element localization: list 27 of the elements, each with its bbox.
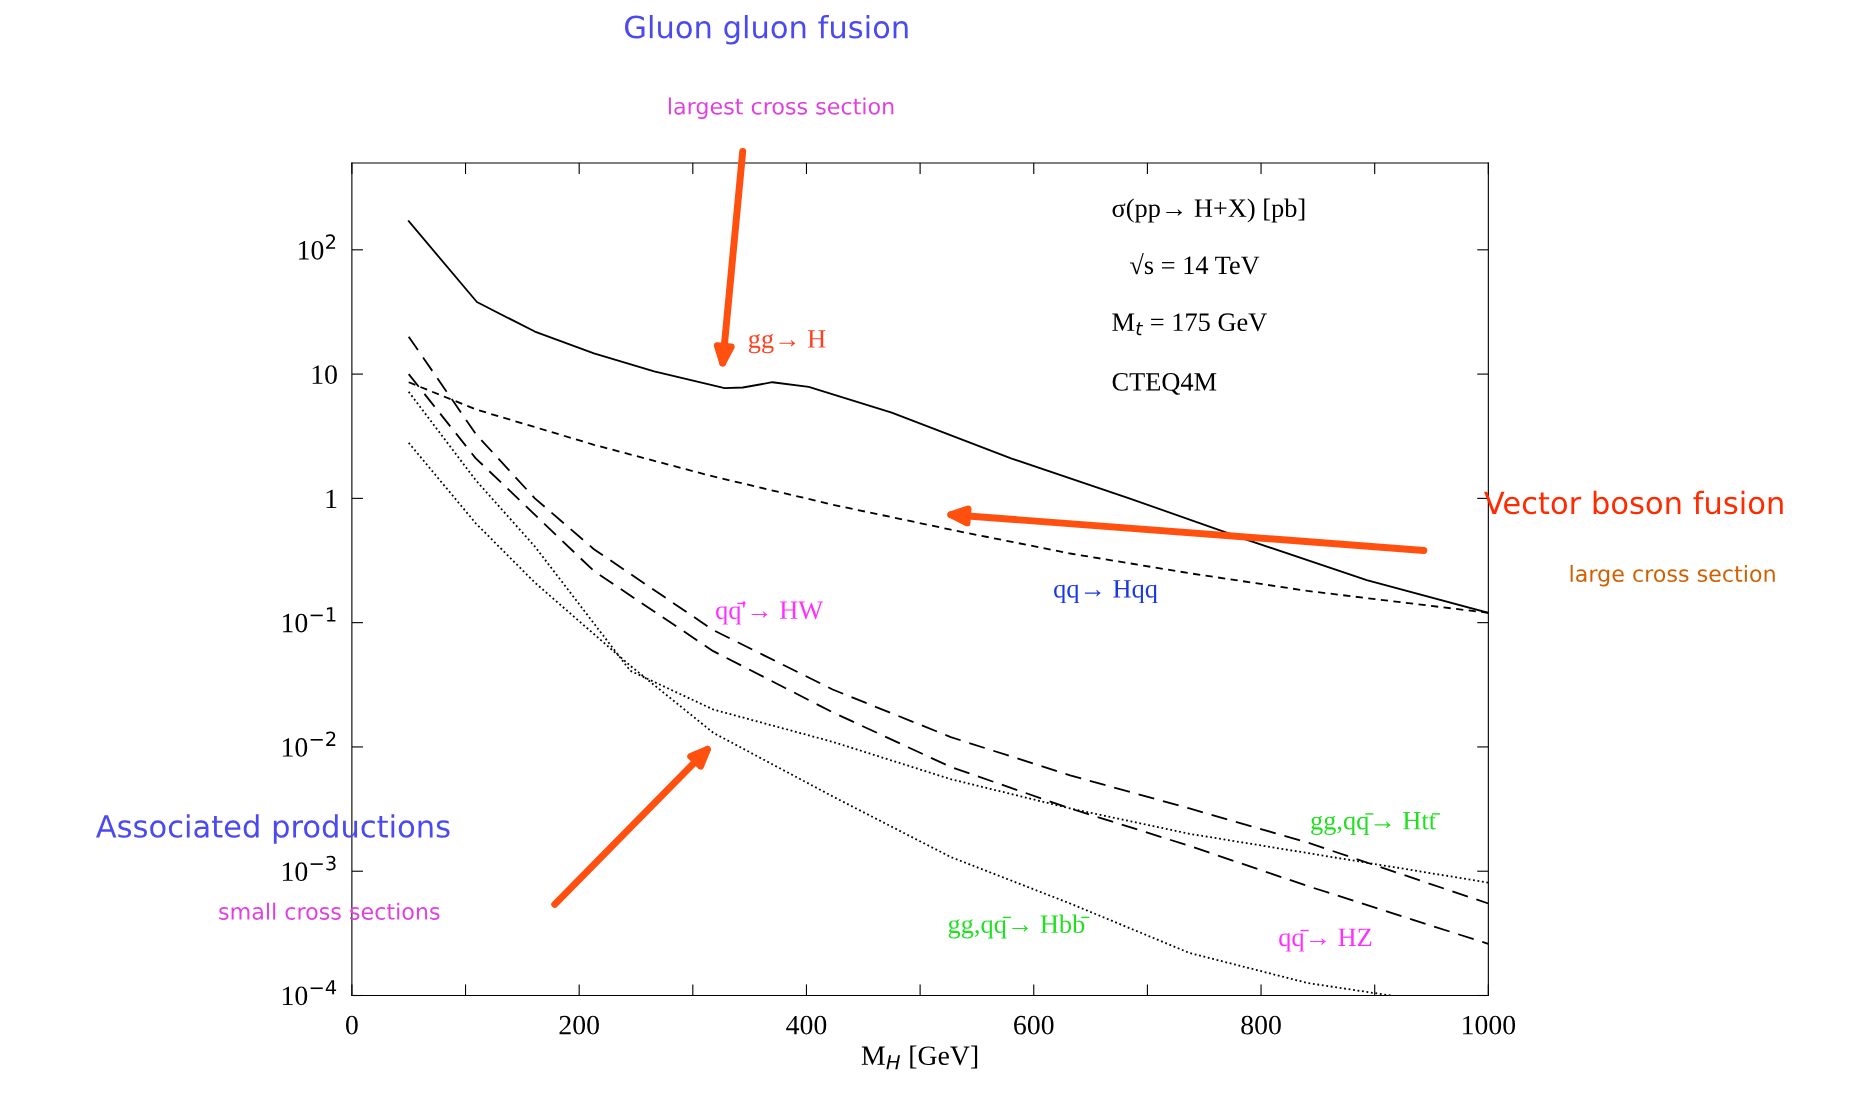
y-tick-label: 10$^{−1}$ [282,607,336,633]
annotation: σ(pp→ H+X) [pb] [1112,198,1305,223]
y-tick-label: 1 [326,489,337,509]
y-tick-label: 10$^{2}$ [299,234,336,260]
annotation: qq̄→ HZ [1279,928,1372,952]
x-tick-label: 200 [559,1015,599,1035]
annotation: gg,qq̄→ Htt̄ [1311,812,1441,835]
x-tick-label: 0 [345,1015,358,1035]
y-tick-label: 10$^{−3}$ [282,855,336,882]
annotation: gg→ H [748,330,826,354]
text: Gluon gluon fusion [625,14,908,45]
annotation: M$_{t}$ = 175 GeV [1112,313,1267,336]
x-axis-title: M$_{H}$ [GeV] [861,1045,978,1070]
annotation: CTEQ4M [1112,373,1217,395]
text: large cross section [1570,564,1775,587]
x-tick-label: 400 [786,1015,827,1035]
annotation: √s = 14 TeV [1129,253,1260,275]
text: largest cross section [668,97,894,119]
x-tick-label: 800 [1241,1015,1281,1035]
y-tick-label: 10$^{−2}$ [282,731,336,757]
y-tick-label: 10$^{−4}$ [282,980,337,1006]
annotation: gg,qq̄→ Hbb̄ [948,914,1090,939]
y-tick-label: 10 [312,365,337,384]
annotation: qq→ Hqq [1054,580,1158,604]
annotation: qq̄'→ HW [716,601,824,625]
x-tick-label: 600 [1014,1015,1054,1035]
x-tick-label: 1000 [1463,1015,1516,1035]
